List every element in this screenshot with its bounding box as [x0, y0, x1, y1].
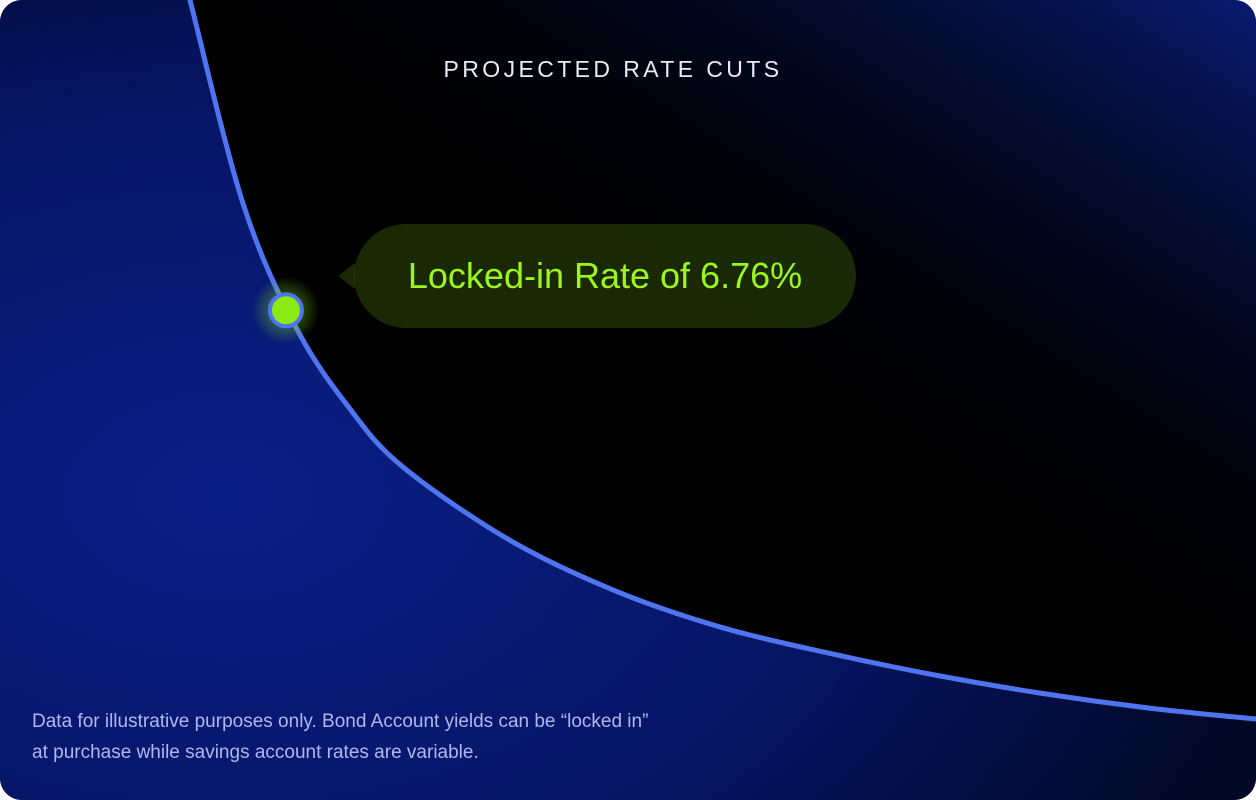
- callout-label: Locked-in Rate of 6.76%: [407, 255, 803, 296]
- callout-bubble: [354, 224, 856, 328]
- locked-rate-marker[interactable]: [267, 292, 304, 329]
- callout-pointer: [338, 263, 355, 289]
- disclaimer: Data for illustrative purposes only. Bon…: [32, 706, 792, 768]
- disclaimer-line-2: at purchase while savings account rates …: [32, 742, 479, 763]
- chart-title: PROJECTED RATE CUTS: [443, 56, 783, 82]
- disclaimer-line-1: Data for illustrative purposes only. Bon…: [32, 711, 649, 732]
